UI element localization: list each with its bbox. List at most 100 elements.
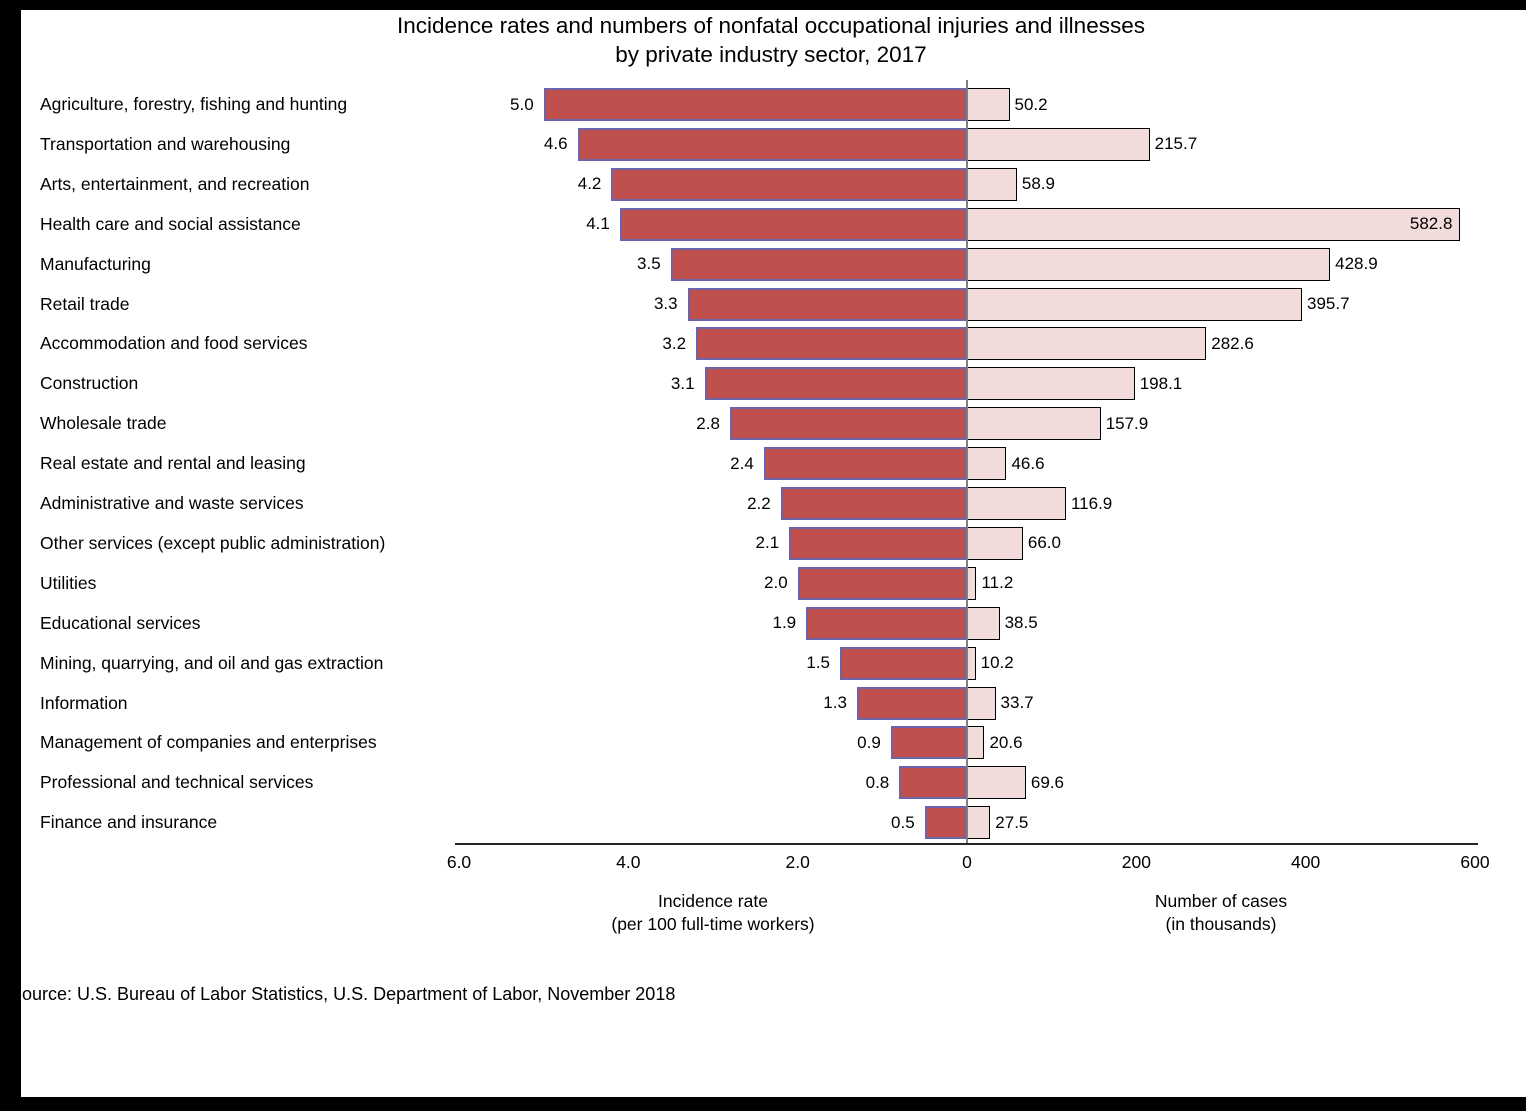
cases-value-label: 395.7 (1307, 294, 1350, 313)
cases-bar (967, 327, 1207, 361)
cases-value-label: 38.5 (1004, 613, 1038, 633)
rate-value-label: 5.0 (510, 94, 534, 114)
rate-bar (696, 327, 967, 361)
right-axis-tick: 600 (1460, 852, 1490, 872)
left-axis-tick: 6.0 (446, 852, 472, 872)
cases-value-label: 58.9 (1021, 174, 1055, 194)
category-label: Accommodation and food services (40, 333, 308, 354)
rate-value-label: 2.2 (747, 493, 771, 513)
cases-value-label: 27.5 (995, 812, 1029, 832)
cases-bar (967, 207, 1461, 241)
chart-title-line2: by private industry sector, 2017 (615, 42, 927, 67)
cases-bar (967, 806, 991, 840)
cases-bar (967, 367, 1135, 401)
cases-value-label: 69.6 (1030, 772, 1065, 792)
category-label: Construction (40, 373, 139, 394)
cases-bar (967, 766, 1026, 800)
cases-value-label: 66.0 (1027, 533, 1061, 553)
rate-value-label: 1.3 (823, 693, 847, 712)
cases-bar (967, 88, 1010, 121)
cases-bar (967, 606, 1000, 640)
rate-bar (899, 766, 967, 800)
category-label: Information (40, 692, 128, 713)
rate-bar (543, 88, 967, 121)
rate-bar (670, 247, 967, 281)
rate-value-label: 0.5 (891, 812, 915, 832)
x-axis-line (455, 843, 1478, 845)
category-label: Health care and social assistance (40, 213, 301, 234)
category-label: Retail trade (40, 293, 130, 314)
cases-value-label: 46.6 (1011, 453, 1045, 473)
rate-bar (806, 606, 967, 640)
chart-title-line1: Incidence rates and numbers of nonfatal … (397, 13, 1145, 38)
cases-bar (967, 726, 985, 760)
frame-border-bottom (0, 1097, 1526, 1111)
rate-value-label: 1.5 (806, 653, 830, 673)
rate-value-label: 3.2 (662, 333, 687, 353)
chart-title: Incidence rates and numbers of nonfatal … (21, 11, 1521, 69)
rate-bar (924, 806, 967, 840)
cases-bar (967, 686, 996, 720)
cases-bar (967, 127, 1150, 161)
cases-value-label: 198.1 (1139, 373, 1183, 393)
category-label: Professional and technical services (40, 772, 314, 793)
cases-value-label: 116.9 (1070, 493, 1113, 513)
category-label: Arts, entertainment, and recreation (40, 173, 310, 194)
cases-bar (967, 447, 1007, 481)
category-label: Utilities (40, 572, 97, 593)
rate-bar (780, 487, 967, 520)
rate-value-label: 0.8 (865, 772, 890, 792)
rate-bar (890, 726, 967, 760)
rate-bar (763, 447, 967, 481)
rate-bar (687, 287, 967, 321)
frame-border-top (0, 0, 1526, 10)
category-label: Wholesale trade (40, 413, 167, 434)
cases-bar (967, 407, 1101, 441)
left-axis-tick: 4.0 (616, 852, 641, 872)
rate-value-label: 2.1 (755, 533, 780, 553)
cases-bar (967, 487, 1066, 520)
cases-value-label: 11.2 (981, 573, 1014, 593)
zero-tick: 0 (962, 852, 972, 872)
rate-value-label: 1.9 (772, 613, 797, 633)
rate-value-label: 2.4 (730, 453, 754, 473)
category-label: Agriculture, forestry, fishing and hunti… (40, 94, 348, 114)
category-label: Management of companies and enterprises (40, 732, 377, 753)
cases-value-label: 582.8 (1409, 214, 1453, 234)
rate-value-label: 3.3 (653, 294, 678, 313)
rate-value-label: 2.0 (764, 573, 788, 593)
right-axis-tick: 400 (1291, 852, 1321, 872)
rate-value-label: 4.6 (543, 134, 568, 154)
cases-bar (967, 287, 1303, 321)
rate-bar (856, 686, 967, 720)
cases-bar (967, 646, 976, 680)
zero-axis-line (966, 80, 968, 843)
category-label: Other services (except public administra… (40, 532, 386, 553)
cases-value-label: 428.9 (1335, 254, 1378, 274)
cases-value-label: 157.9 (1105, 413, 1149, 433)
rate-value-label: 3.5 (637, 254, 661, 274)
rate-bar (840, 646, 967, 680)
left-axis-caption: Incidence rate (per 100 full-time workers… (611, 891, 815, 934)
left-axis-tick: 2.0 (785, 852, 810, 872)
rate-bar (704, 367, 967, 401)
rate-bar (789, 526, 967, 560)
category-label: Manufacturing (40, 253, 151, 274)
right-axis-caption: Number of cases (in thousands) (1154, 891, 1288, 934)
rate-value-label: 3.1 (670, 373, 695, 393)
rate-bar (729, 407, 967, 441)
category-label: Mining, quarrying, and oil and gas extra… (40, 652, 384, 673)
category-label: Administrative and waste services (40, 493, 304, 513)
cases-value-label: 215.7 (1154, 134, 1198, 154)
category-label: Transportation and warehousing (40, 133, 291, 154)
cases-bar (967, 247, 1331, 281)
right-axis-tick: 200 (1121, 852, 1151, 872)
cases-value-label: 33.7 (1000, 693, 1034, 712)
cases-bar (967, 167, 1017, 201)
rate-value-label: 0.9 (857, 732, 881, 752)
rate-value-label: 4.1 (586, 214, 610, 234)
cases-value-label: 20.6 (989, 732, 1023, 752)
rate-value-label: 4.2 (577, 174, 602, 194)
cases-bar (967, 566, 977, 600)
